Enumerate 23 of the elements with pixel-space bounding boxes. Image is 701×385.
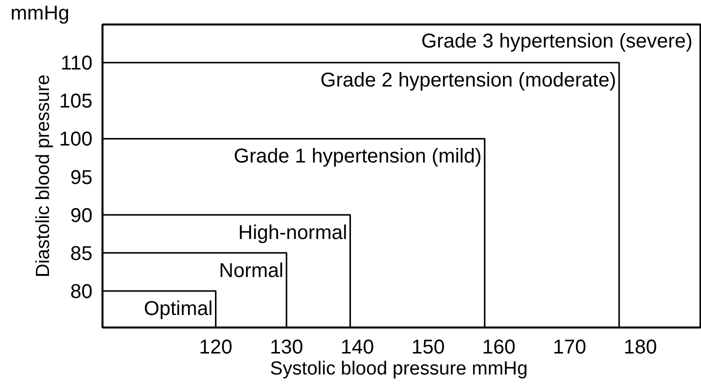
- y-tick-label: 100: [59, 128, 93, 151]
- x-axis-title: Systolic blood pressure mmHg: [270, 358, 528, 380]
- series-label: Grade 1 hypertension (mild): [234, 146, 482, 168]
- y-tick-label: 80: [70, 280, 93, 303]
- x-tick-label: 160: [482, 336, 516, 358]
- y-tick-label: 110: [60, 52, 93, 75]
- series-label: Normal: [219, 260, 284, 282]
- x-tick-label: 170: [552, 336, 586, 358]
- x-tick-label: 120: [199, 336, 232, 358]
- x-tick-label: 130: [270, 336, 304, 358]
- y-tick-label: 105: [59, 90, 93, 113]
- y-axis-title: Diastolic blood pressure: [33, 74, 54, 278]
- series-label: High-normal: [238, 222, 348, 244]
- x-tick-label: 150: [411, 336, 445, 358]
- series-label: Grade 2 hypertension (moderate): [320, 70, 616, 92]
- x-tick-label: 140: [340, 336, 374, 358]
- series-label: Optimal: [144, 298, 213, 320]
- y-tick-label: 90: [70, 204, 93, 227]
- annotation: Grade 3 hypertension (severe): [421, 30, 692, 52]
- y-tick-label: 85: [70, 242, 93, 265]
- x-tick-label: 180: [624, 336, 658, 358]
- text: mmHg: [10, 2, 70, 24]
- y-tick-label: 95: [70, 166, 93, 189]
